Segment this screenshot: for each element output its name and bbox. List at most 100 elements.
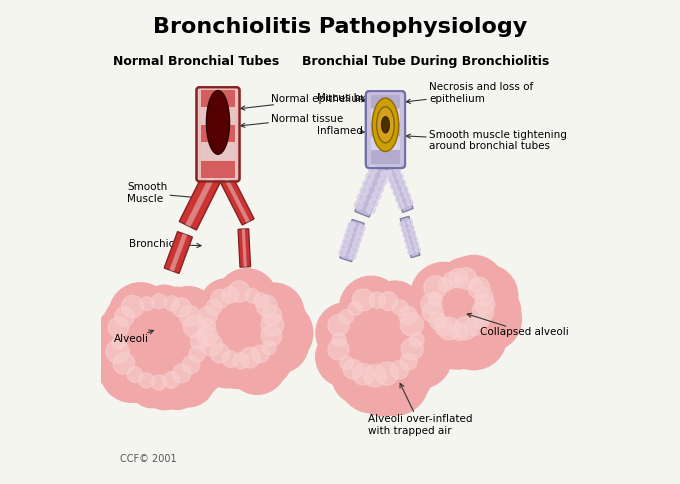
- Circle shape: [439, 277, 482, 321]
- Circle shape: [463, 283, 521, 340]
- Circle shape: [373, 335, 393, 355]
- Circle shape: [398, 203, 404, 209]
- Circle shape: [332, 348, 388, 404]
- Circle shape: [393, 190, 399, 196]
- Circle shape: [106, 340, 129, 363]
- Circle shape: [450, 282, 484, 316]
- Circle shape: [222, 331, 252, 361]
- Circle shape: [390, 183, 397, 189]
- Circle shape: [354, 200, 363, 209]
- Circle shape: [455, 268, 477, 289]
- Bar: [201, 161, 235, 178]
- Polygon shape: [169, 233, 187, 272]
- Circle shape: [133, 319, 165, 351]
- Ellipse shape: [207, 91, 230, 154]
- Circle shape: [352, 363, 374, 385]
- Circle shape: [211, 289, 230, 308]
- Circle shape: [465, 317, 483, 335]
- Circle shape: [386, 170, 392, 177]
- Circle shape: [154, 337, 175, 357]
- Circle shape: [254, 293, 269, 308]
- Circle shape: [369, 292, 386, 308]
- Circle shape: [316, 302, 376, 363]
- Circle shape: [339, 310, 354, 324]
- Circle shape: [122, 295, 143, 318]
- Circle shape: [415, 247, 420, 252]
- Circle shape: [356, 230, 363, 238]
- Bar: [371, 151, 400, 164]
- Circle shape: [343, 321, 386, 364]
- Circle shape: [433, 296, 473, 336]
- Circle shape: [421, 284, 460, 322]
- Circle shape: [201, 334, 222, 356]
- Circle shape: [250, 314, 274, 339]
- Circle shape: [333, 333, 346, 347]
- Polygon shape: [340, 220, 364, 262]
- Circle shape: [108, 317, 129, 338]
- Circle shape: [154, 363, 201, 409]
- Circle shape: [213, 342, 260, 388]
- Circle shape: [369, 166, 377, 174]
- Circle shape: [200, 279, 254, 333]
- Polygon shape: [242, 229, 247, 267]
- Circle shape: [408, 249, 413, 255]
- Circle shape: [199, 306, 218, 325]
- Circle shape: [180, 336, 226, 383]
- Circle shape: [249, 314, 309, 373]
- Circle shape: [396, 196, 402, 202]
- Circle shape: [348, 302, 362, 316]
- Circle shape: [407, 199, 413, 205]
- Bar: [201, 125, 235, 142]
- Polygon shape: [180, 173, 221, 230]
- Circle shape: [475, 315, 489, 329]
- Bar: [201, 108, 235, 124]
- Circle shape: [239, 348, 260, 368]
- Circle shape: [344, 233, 352, 240]
- Circle shape: [352, 289, 374, 311]
- Circle shape: [190, 333, 207, 350]
- Circle shape: [189, 346, 205, 362]
- Text: Normal tissue: Normal tissue: [241, 114, 343, 127]
- Circle shape: [361, 313, 390, 342]
- Circle shape: [168, 294, 227, 353]
- Circle shape: [160, 287, 216, 342]
- Text: Inflamed tissue: Inflamed tissue: [317, 126, 397, 136]
- Circle shape: [375, 362, 398, 385]
- Polygon shape: [164, 232, 192, 273]
- Circle shape: [422, 302, 443, 322]
- Circle shape: [390, 344, 439, 392]
- Circle shape: [224, 344, 270, 390]
- Circle shape: [439, 296, 466, 323]
- Circle shape: [118, 358, 163, 402]
- Circle shape: [459, 305, 472, 318]
- Circle shape: [237, 300, 277, 340]
- Circle shape: [199, 333, 254, 388]
- Circle shape: [316, 327, 376, 387]
- Circle shape: [197, 326, 218, 346]
- Circle shape: [390, 361, 409, 379]
- Polygon shape: [355, 163, 389, 217]
- Circle shape: [162, 353, 215, 407]
- Circle shape: [346, 227, 353, 234]
- Circle shape: [351, 247, 358, 254]
- Circle shape: [389, 334, 415, 360]
- Circle shape: [188, 308, 238, 358]
- Circle shape: [228, 336, 286, 394]
- Circle shape: [449, 269, 468, 287]
- Circle shape: [366, 173, 374, 181]
- Ellipse shape: [372, 98, 398, 151]
- Circle shape: [341, 243, 347, 251]
- Circle shape: [412, 236, 417, 241]
- Text: Bronchiolitis Pathophysiology: Bronchiolitis Pathophysiology: [153, 17, 527, 37]
- Circle shape: [244, 283, 304, 343]
- Circle shape: [254, 333, 294, 373]
- Circle shape: [341, 294, 380, 333]
- Circle shape: [374, 346, 407, 379]
- Circle shape: [464, 299, 492, 328]
- Circle shape: [240, 312, 286, 358]
- Circle shape: [421, 293, 442, 315]
- Circle shape: [250, 294, 307, 351]
- Circle shape: [237, 280, 277, 321]
- Circle shape: [157, 312, 196, 351]
- Circle shape: [441, 313, 490, 363]
